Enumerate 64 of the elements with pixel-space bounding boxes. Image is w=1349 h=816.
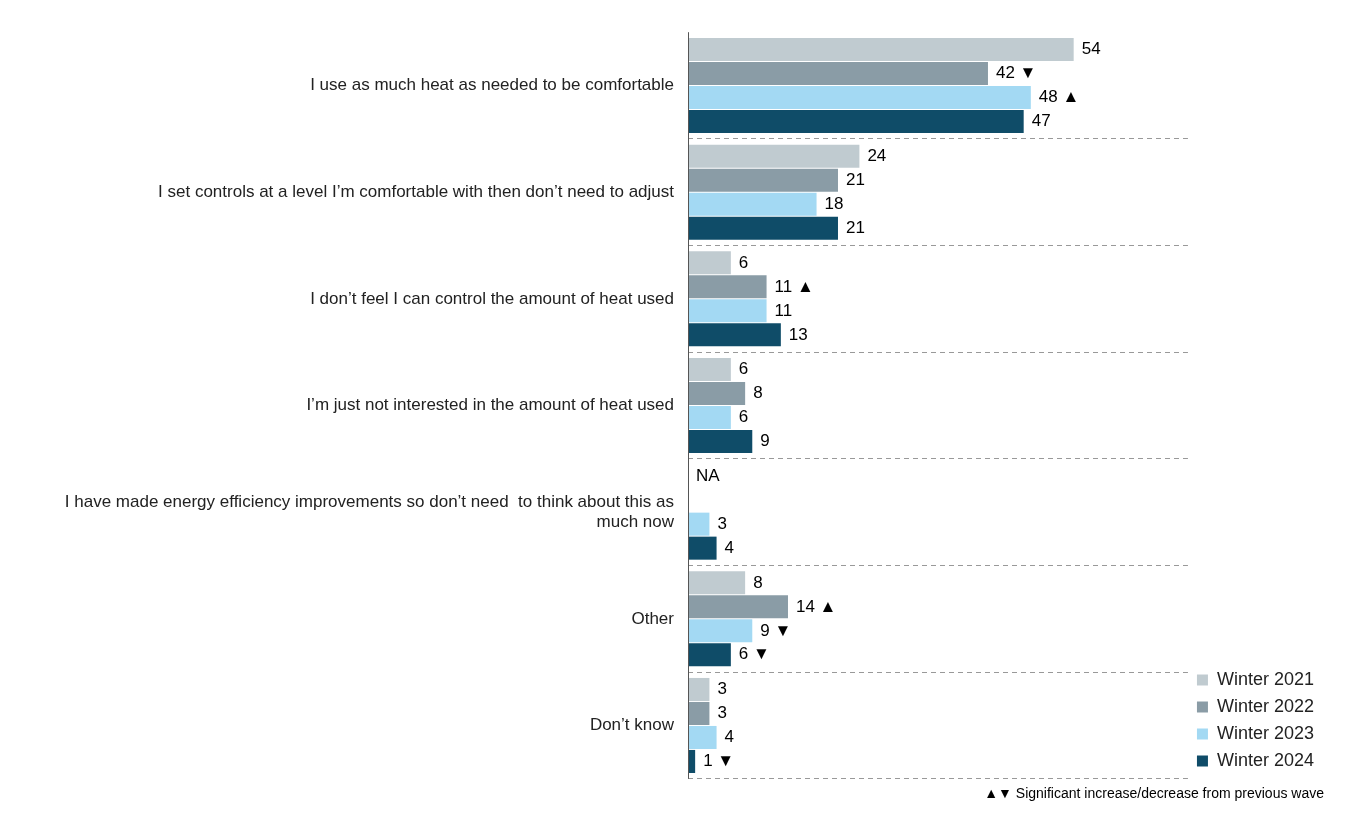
bar xyxy=(688,595,788,619)
bar xyxy=(688,571,746,595)
bar xyxy=(688,677,710,701)
data-label: 1 ▼ xyxy=(703,751,735,771)
bar xyxy=(688,701,710,725)
data-label: 18 xyxy=(824,193,844,213)
bar xyxy=(688,168,838,192)
bar xyxy=(688,110,1024,134)
bar xyxy=(688,323,781,347)
bar xyxy=(688,725,717,749)
bar xyxy=(688,381,746,406)
data-label: 21 xyxy=(845,217,865,237)
bar xyxy=(688,216,838,240)
data-label: 9 ▼ xyxy=(760,620,792,640)
data-label: 14 ▲ xyxy=(795,596,837,616)
bar xyxy=(688,536,717,560)
bar xyxy=(688,192,817,216)
bar xyxy=(688,144,860,168)
data-label: 4 xyxy=(724,537,735,557)
y-tick-label: Other xyxy=(631,608,675,628)
y-tick-label: I’m just not interested in the amount of heat used xyxy=(306,395,674,415)
data-label: 6 xyxy=(738,252,749,272)
bar xyxy=(688,643,731,667)
y-tick-label: I set controls at a level I’m comfortable with then don’t need to adjust xyxy=(158,181,675,201)
data-label: 6 xyxy=(738,407,749,427)
y-tick-label: I don’t feel I can control the amount of heat used xyxy=(310,288,674,308)
legend-label: Winter 2021 xyxy=(1216,668,1315,689)
data-label: 4 xyxy=(724,727,735,747)
bar xyxy=(688,86,1031,110)
data-label: 9 xyxy=(760,431,770,451)
bar xyxy=(688,299,767,323)
bar xyxy=(688,251,731,275)
bar xyxy=(688,512,710,536)
data-label: 6 ▼ xyxy=(738,644,770,664)
bar xyxy=(688,38,1074,62)
bar xyxy=(688,429,753,454)
y-tick-label: I use as much heat as needed to be comfortable xyxy=(310,75,674,95)
legend-label: Winter 2024 xyxy=(1216,749,1315,770)
legend-label: Winter 2022 xyxy=(1216,695,1315,716)
bar xyxy=(688,405,731,430)
data-label: 8 xyxy=(753,383,763,403)
data-label: 54 xyxy=(1081,39,1101,59)
data-label: 24 xyxy=(867,145,887,165)
data-label: 8 xyxy=(753,572,763,592)
bar xyxy=(688,619,753,643)
data-label: 48 ▲ xyxy=(1038,87,1080,107)
data-label: 3 xyxy=(717,513,727,533)
data-label: 47 xyxy=(1031,111,1051,131)
y-tick-label: I have made energy efficiency improvements so don’t need to think about this as much now xyxy=(64,491,675,532)
bar xyxy=(688,62,988,86)
data-label: 3 xyxy=(717,703,727,723)
data-label: 6 xyxy=(738,359,749,379)
data-label: 13 xyxy=(788,324,808,344)
text: NA xyxy=(696,465,720,485)
data-label: 11 ▲ xyxy=(774,276,814,296)
data-label: 21 xyxy=(845,169,865,189)
bar xyxy=(688,357,731,382)
data-label: 11 xyxy=(774,300,793,320)
bar xyxy=(688,275,767,299)
legend-label: Winter 2023 xyxy=(1216,722,1315,743)
data-label: 42 ▼ xyxy=(995,63,1037,83)
text: ▲▼ Significant increase/decrease from previous wave xyxy=(984,784,1325,801)
y-tick-label: Don’t know xyxy=(589,715,675,735)
data-label: 3 xyxy=(717,679,727,699)
